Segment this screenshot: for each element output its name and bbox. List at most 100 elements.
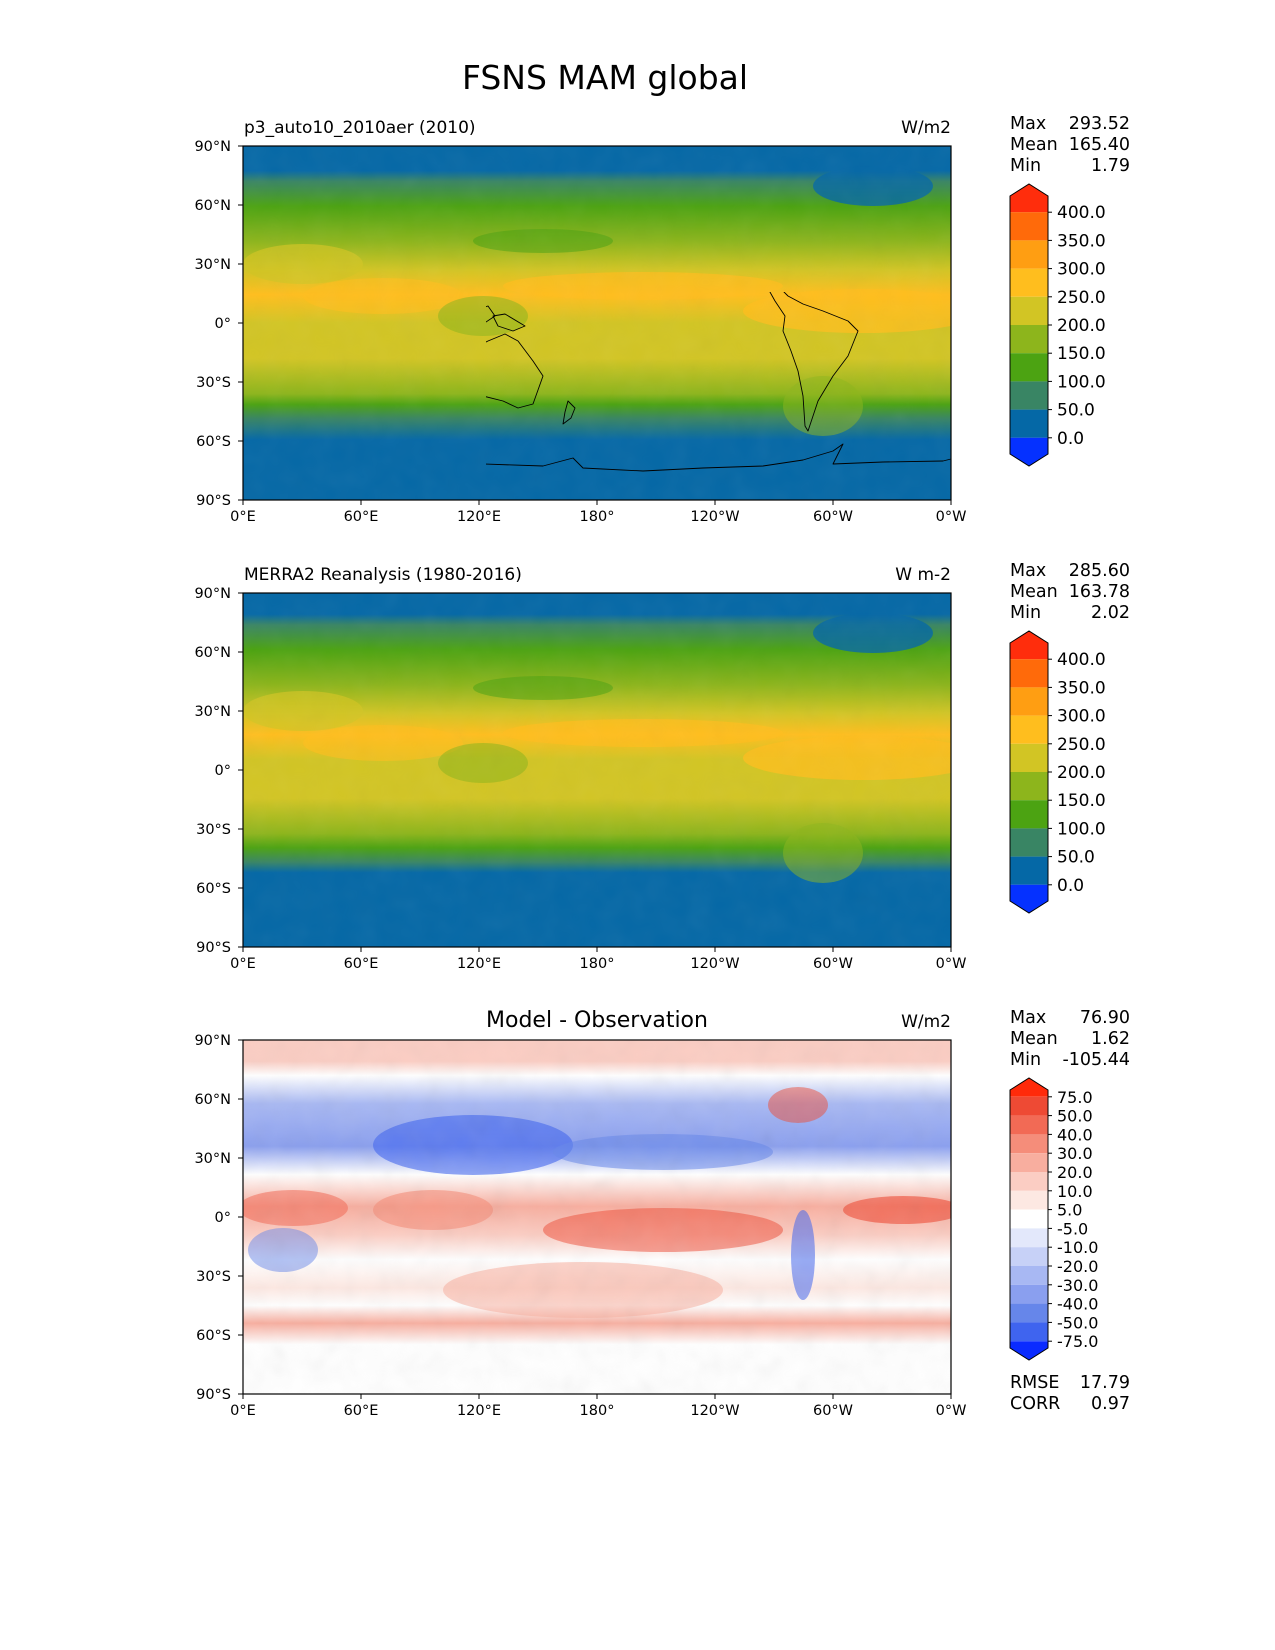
y-tick-label: 60°S <box>196 434 231 450</box>
x-tick-label: 120°E <box>457 956 501 972</box>
stat-value: 163.78 <box>1069 582 1130 602</box>
colorbar-segment <box>1010 353 1048 382</box>
panel-title-center: Model - Observation <box>486 1008 708 1033</box>
x-tick-label: 60°W <box>813 1403 853 1419</box>
stat-label: Min <box>1010 156 1041 176</box>
colorbar-segment <box>1010 659 1048 688</box>
y-tick-label: 60°N <box>194 198 231 214</box>
y-tick-label: 90°N <box>194 586 231 602</box>
figure-title: FSNS MAM global <box>462 58 748 97</box>
x-tick-label: 180° <box>580 509 615 525</box>
colorbar: 400.0 350.0 300.0 250.0 200.0 150.0 100.0 50.0 0… <box>1009 630 1106 914</box>
y-tick-label: 0° <box>215 316 231 332</box>
colorbar-label: -75.0 <box>1057 1332 1098 1351</box>
stat-label: Mean <box>1010 135 1058 155</box>
colorbar-label: 30.0 <box>1057 1144 1093 1163</box>
stat-label: Max <box>1010 561 1046 581</box>
colorbar-label: 300.0 <box>1057 260 1106 280</box>
x-tick-label: 60°W <box>813 956 853 972</box>
colorbar-segment <box>1010 296 1048 325</box>
y-tick-label: 30°N <box>194 257 231 273</box>
colorbar-segment <box>1010 381 1048 410</box>
colorbar-label: 250.0 <box>1057 735 1106 755</box>
colorbar-segment <box>1010 1228 1048 1248</box>
colorbar-label: 350.0 <box>1057 231 1106 251</box>
colorbar-label: 400.0 <box>1057 650 1106 670</box>
x-tick-label: 60°E <box>344 1403 379 1419</box>
x-tick-label: 0°E <box>230 956 256 972</box>
stat-label: Max <box>1010 1008 1046 1028</box>
colorbar-label: 0.0 <box>1057 876 1084 896</box>
x-tick-label: 0°E <box>230 1403 256 1419</box>
colorbar-label: -40.0 <box>1057 1295 1098 1314</box>
field-texture <box>243 146 951 500</box>
colorbar-label: -10.0 <box>1057 1238 1098 1257</box>
colorbar-segment <box>1010 856 1048 885</box>
x-tick-label: 120°E <box>457 509 501 525</box>
y-tick-label: 60°S <box>196 881 231 897</box>
colorbar-label: 250.0 <box>1057 288 1106 308</box>
x-tick-label: 60°E <box>344 956 379 972</box>
map-panel-1: 0°E 60°E 120°E 180° 120°W 60°W 0°W 90°N 60°N 30°N… <box>194 114 1130 525</box>
stat-value: 165.40 <box>1069 135 1130 155</box>
x-tick-label: 0°W <box>936 956 967 972</box>
stat-label: Min <box>1010 603 1041 623</box>
colorbar: 75.050.040.030.020.010.05.0-5.0-10.0-20.… <box>1009 1077 1098 1361</box>
colorbar-label: -30.0 <box>1057 1276 1098 1295</box>
colorbar-label: 100.0 <box>1057 819 1106 839</box>
y-tick-label: 60°N <box>194 645 231 661</box>
colorbar-label: 20.0 <box>1057 1163 1093 1182</box>
colorbar-extend-max <box>1010 184 1048 213</box>
colorbar-extend-min <box>1010 884 1048 913</box>
colorbar-label: 400.0 <box>1057 203 1106 223</box>
map-panel-2: 0°E 60°E 120°E 180° 120°W 60°W 0°W 90°N 60°N 30°N… <box>194 561 1130 972</box>
y-tick-label: 30°S <box>196 822 231 838</box>
colorbar-segment <box>1010 1115 1048 1135</box>
y-tick-label: 90°S <box>196 1387 231 1403</box>
y-tick-label: 30°N <box>194 704 231 720</box>
colorbar-extend-min <box>1010 1341 1048 1360</box>
colorbar-label: 300.0 <box>1057 707 1106 727</box>
map-field-features <box>243 1040 951 1394</box>
x-tick-label: 60°E <box>344 509 379 525</box>
y-tick-label: 30°S <box>196 375 231 391</box>
colorbar-segment <box>1010 1153 1048 1172</box>
colorbar-extend-max <box>1010 631 1048 660</box>
stat-value: 1.79 <box>1091 156 1130 176</box>
footer-stat-label: RMSE <box>1010 1373 1059 1393</box>
colorbar-label: 10.0 <box>1057 1182 1093 1201</box>
stat-label: Mean <box>1010 582 1058 602</box>
stat-value: 293.52 <box>1069 114 1130 134</box>
panel-title-left: MERRA2 Reanalysis (1980-2016) <box>244 565 522 585</box>
x-tick-label: 0°E <box>230 509 256 525</box>
colorbar-label: 50.0 <box>1057 401 1095 421</box>
colorbar-segment <box>1010 325 1048 354</box>
y-tick-label: 0° <box>215 1210 231 1226</box>
y-tick-label: 90°S <box>196 940 231 956</box>
panel-title-right: W m-2 <box>895 565 951 585</box>
colorbar-segment <box>1010 409 1048 438</box>
colorbar-segment <box>1010 1303 1048 1323</box>
colorbar-segment <box>1010 1096 1048 1116</box>
y-tick-label: 60°N <box>194 1092 231 1108</box>
y-tick-label: 30°S <box>196 1269 231 1285</box>
panel-title-left: p3_auto10_2010aer (2010) <box>244 118 476 138</box>
colorbar-label: 150.0 <box>1057 344 1106 364</box>
colorbar-label: 40.0 <box>1057 1125 1093 1144</box>
colorbar-label: 5.0 <box>1057 1201 1082 1220</box>
colorbar-segment <box>1010 687 1048 716</box>
stat-value: 76.90 <box>1080 1008 1130 1028</box>
colorbar-outline <box>1009 183 1049 467</box>
x-tick-label: 180° <box>580 956 615 972</box>
colorbar-extend-max <box>1010 1078 1048 1097</box>
colorbar-segment <box>1010 1247 1048 1266</box>
colorbar-label: 50.0 <box>1057 1107 1093 1126</box>
colorbar-segment <box>1010 1266 1048 1285</box>
map-field-features <box>243 593 951 947</box>
stat-value: 1.62 <box>1091 1029 1130 1049</box>
y-tick-label: 0° <box>215 763 231 779</box>
colorbar-segment <box>1010 828 1048 857</box>
colorbar-label: 200.0 <box>1057 316 1106 336</box>
colorbar: 400.0 350.0 300.0 250.0 200.0 150.0 100.0 50.0 0… <box>1009 183 1106 467</box>
